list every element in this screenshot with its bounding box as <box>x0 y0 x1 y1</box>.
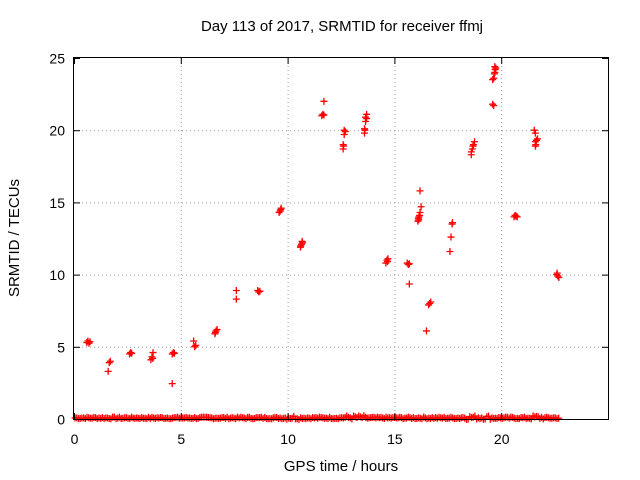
data-point <box>191 343 199 351</box>
data-point <box>512 212 520 220</box>
data-point <box>297 242 305 250</box>
x-tick-label: 0 <box>71 431 79 447</box>
data-point <box>86 338 94 346</box>
data-point <box>461 414 469 422</box>
data-point <box>553 269 561 277</box>
data-point <box>341 128 349 136</box>
x-tick-label: 15 <box>387 431 403 447</box>
data-point <box>168 380 176 388</box>
y-tick-label: 20 <box>49 123 65 139</box>
data-point <box>384 258 392 266</box>
data-point <box>320 97 328 105</box>
data-point <box>478 414 486 422</box>
data-point <box>128 349 136 357</box>
data-point <box>534 135 542 143</box>
data-point <box>530 126 538 134</box>
data-point <box>307 415 315 423</box>
y-tick-label: 10 <box>49 267 65 283</box>
data-point <box>471 138 478 146</box>
data-point <box>194 414 202 422</box>
data-point <box>415 216 423 224</box>
y-tick-label: 0 <box>57 412 65 428</box>
y-tick-label: 15 <box>49 195 65 211</box>
data-point <box>362 113 370 121</box>
data-point <box>85 339 93 347</box>
data-point <box>298 237 306 245</box>
data-point <box>256 287 264 295</box>
data-point <box>277 206 285 214</box>
data-point <box>149 354 157 362</box>
data-point <box>416 209 424 217</box>
data-point <box>532 141 540 149</box>
data-point <box>255 288 263 296</box>
data-point <box>490 70 498 78</box>
data-point <box>169 349 177 357</box>
y-tick-label: 25 <box>49 51 65 67</box>
data-point <box>192 341 200 349</box>
data-point <box>489 76 497 84</box>
data-point <box>320 111 328 119</box>
plot-frame <box>73 57 609 420</box>
x-axis-title: GPS time / hours <box>284 458 398 475</box>
data-point <box>405 260 413 268</box>
data-point <box>405 280 413 288</box>
data-point <box>426 299 434 307</box>
y-tick-labels: 0 5 10 15 20 25 <box>49 51 65 428</box>
data-point <box>446 247 454 255</box>
data-point <box>416 187 424 195</box>
y-axis-title: SRMTID / TECUs <box>6 179 23 297</box>
data-point <box>105 359 113 367</box>
data-point <box>340 142 348 150</box>
data-point <box>404 260 412 268</box>
data-point <box>422 327 430 335</box>
axis-ticks <box>74 58 608 420</box>
data-point <box>469 142 477 150</box>
data-point <box>170 349 178 357</box>
data-point <box>448 219 456 227</box>
data-point <box>334 415 342 423</box>
data-point <box>190 337 198 345</box>
data-point <box>513 213 521 221</box>
data-point <box>340 126 348 134</box>
x-tick-label: 5 <box>177 431 185 447</box>
data-point <box>555 273 563 281</box>
data-point <box>555 414 563 422</box>
data-point <box>127 349 135 357</box>
data-point <box>489 100 497 108</box>
data-point <box>268 415 276 423</box>
data-point <box>250 415 258 423</box>
x-tick-label: 10 <box>280 431 296 447</box>
grid <box>74 58 608 419</box>
data-point <box>232 286 240 294</box>
data-point <box>515 415 523 423</box>
data-point <box>427 298 435 306</box>
y-tick-label: 5 <box>57 339 65 355</box>
data-point <box>319 110 327 118</box>
data-points <box>71 63 563 423</box>
data-point <box>498 414 506 422</box>
data-point <box>361 126 369 134</box>
data-point <box>417 203 425 211</box>
data-point <box>490 102 498 110</box>
x-tick-labels: 0 5 10 15 20 <box>71 431 510 447</box>
chart-title: Day 113 of 2017, SRMTID for receiver ffm… <box>201 18 483 35</box>
data-point <box>491 63 499 71</box>
data-point <box>447 233 455 241</box>
data-point <box>232 295 240 303</box>
data-point <box>211 328 219 336</box>
data-point <box>492 64 500 72</box>
data-point <box>104 367 112 375</box>
data-point <box>380 415 388 423</box>
data-point <box>106 357 114 365</box>
x-tick-label: 20 <box>494 431 510 447</box>
